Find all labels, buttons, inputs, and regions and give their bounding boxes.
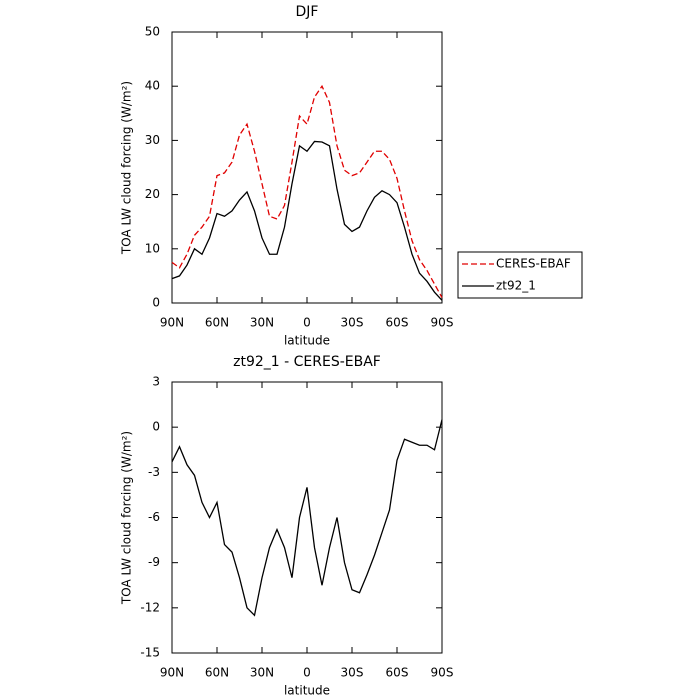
x-tick-label: 30N: [250, 316, 274, 330]
x-tick-label: 60S: [386, 666, 409, 680]
series-line: [171, 84, 443, 298]
x-tick-label: 30S: [341, 316, 364, 330]
y-tick-label: 3: [152, 375, 160, 389]
x-axis-label: latitude: [284, 684, 330, 698]
x-tick-label: 90S: [431, 316, 454, 330]
x-tick-label: 90N: [160, 316, 184, 330]
series-line: [171, 140, 443, 301]
y-tick-label: -9: [148, 555, 160, 569]
x-axis-label: latitude: [284, 334, 330, 348]
x-tick-label: 60N: [205, 666, 229, 680]
y-axis-label: TOA LW cloud forcing (W/m²): [120, 431, 134, 605]
legend-label: CERES-EBAF: [496, 257, 571, 271]
series-line: [171, 419, 443, 617]
y-axis-label: TOA LW cloud forcing (W/m²): [120, 81, 134, 255]
y-tick-label: -3: [148, 465, 160, 479]
y-tick-label: 0: [152, 296, 160, 310]
x-tick-label: 90N: [160, 666, 184, 680]
y-tick-label: 20: [145, 187, 160, 201]
x-tick-label: 30N: [250, 666, 274, 680]
y-tick-label: 10: [145, 241, 160, 255]
y-tick-label: 0: [152, 420, 160, 434]
legend-box: [457, 251, 583, 299]
x-tick-label: 60N: [205, 316, 229, 330]
x-tick-label: 0: [303, 316, 311, 330]
x-tick-label: 90S: [431, 666, 454, 680]
chart-title: DJF: [296, 4, 319, 20]
x-tick-label: 60S: [386, 316, 409, 330]
y-tick-label: -12: [140, 600, 160, 614]
x-tick-label: 30S: [341, 666, 364, 680]
chart-title: zt92_1 - CERES-EBAF: [233, 354, 381, 370]
plot-frame: [171, 381, 443, 654]
plot-frame: [171, 31, 443, 304]
y-tick-label: 40: [145, 79, 160, 93]
y-tick-label: -15: [140, 646, 160, 660]
y-tick-label: 50: [145, 25, 160, 39]
legend-label: zt92_1: [496, 279, 536, 293]
y-tick-label: -6: [148, 510, 160, 524]
x-tick-label: 0: [303, 666, 311, 680]
y-tick-label: 30: [145, 133, 160, 147]
